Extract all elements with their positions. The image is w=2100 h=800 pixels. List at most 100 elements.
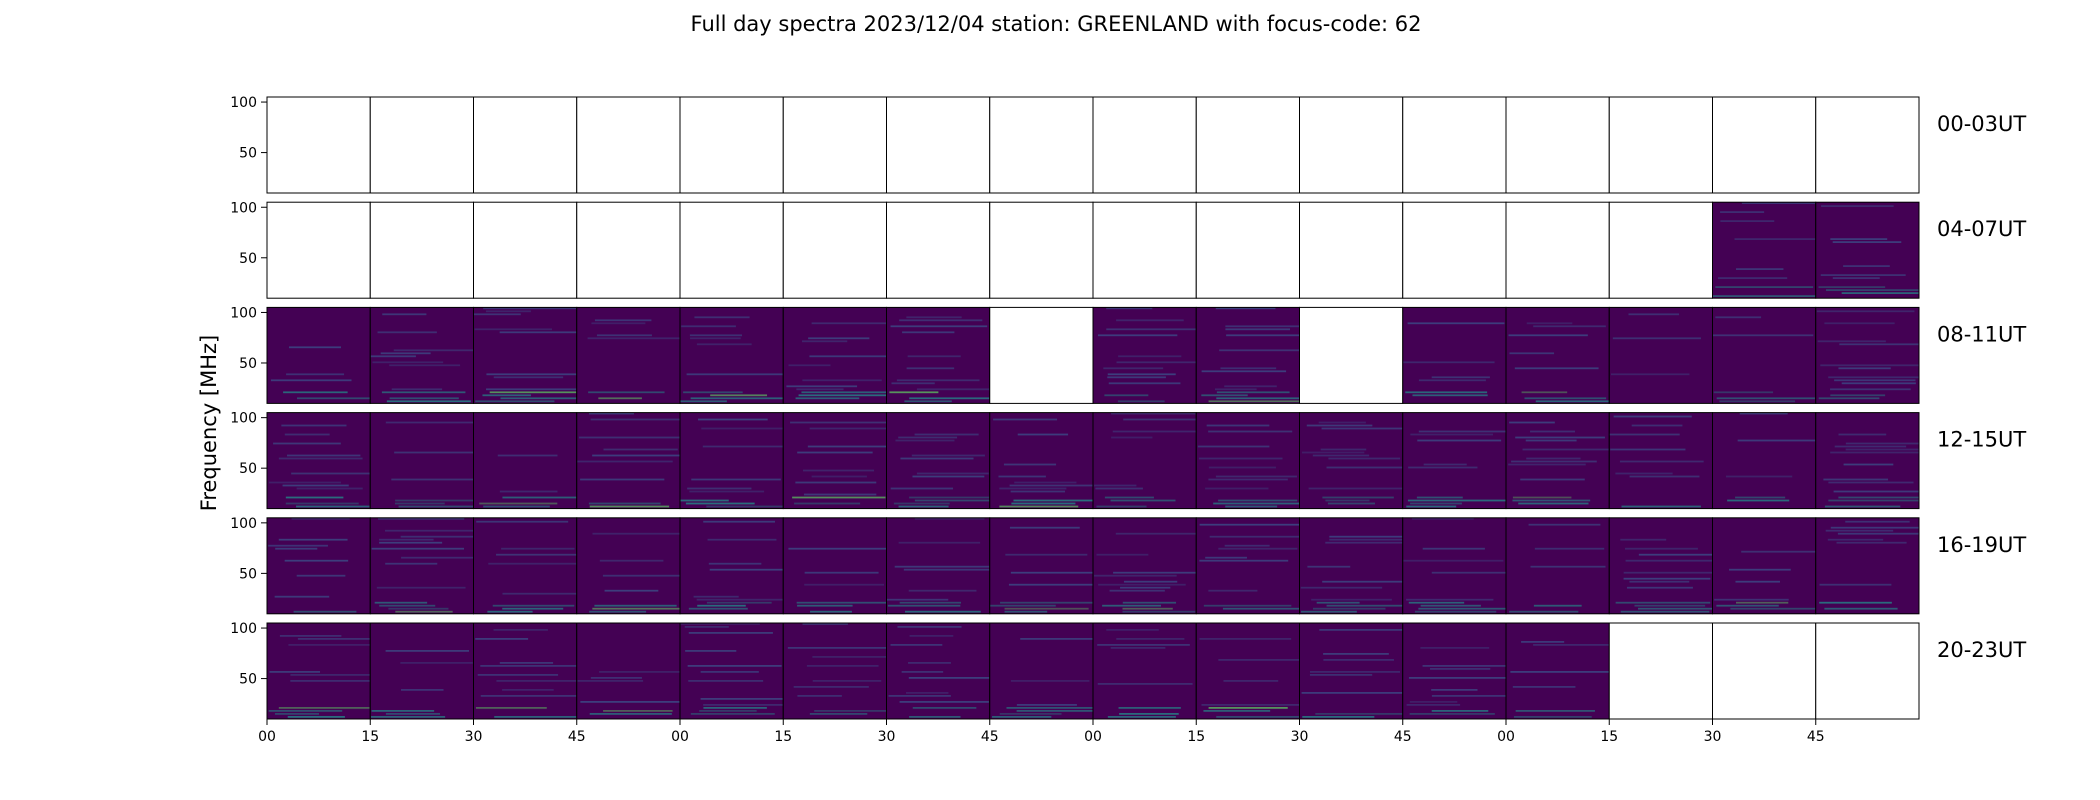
panel-background [1402,97,1506,193]
panel-background [1815,307,1919,404]
spectra-panel [1092,412,1197,510]
panel-frame [1815,201,1920,299]
panel-background [1196,623,1300,719]
spectra-panel [1092,622,1197,720]
spectrogram-texture [788,547,887,613]
spectra-panel [473,412,578,510]
panel-background [1093,202,1197,299]
panel-background [576,517,680,614]
panel-background [1506,307,1610,404]
panel-background [1402,202,1506,299]
panel-background [680,202,784,299]
panel-background [576,97,680,193]
spectrogram-texture [1508,421,1610,505]
panel-background [267,517,371,614]
x-tick-label: 00 [1084,729,1102,745]
panel-background [680,97,784,193]
y-tick-label: 100 [230,621,257,637]
spectra-panel [782,517,887,615]
panel-background [1402,623,1506,719]
spectrogram-texture [790,421,887,505]
spectra-panel [1712,201,1817,299]
panel-frame [1815,306,1920,404]
spectra-panel [1195,306,1300,404]
panel-background [1093,412,1197,509]
panel-background [473,623,577,719]
spectra-panel [1299,412,1404,510]
spectra-panel [1815,306,1920,404]
spectra-panel [369,517,474,615]
spectrogram-texture [889,316,990,403]
panel-background [1196,517,1300,614]
panel-background [886,307,990,404]
spectrogram-texture [1609,415,1704,508]
spectra-panel [1299,306,1404,404]
spectra-panel [1608,622,1713,720]
spectrogram-texture [886,517,990,613]
spectra-panel [1299,517,1404,615]
panel-background [267,412,371,509]
x-tick-label: 00 [671,729,689,745]
spectra-panel [679,517,784,615]
panel-background [1815,623,1919,719]
spectra-row: 50 100 12-15UT [230,411,2026,510]
spectrogram-texture [1403,322,1505,397]
spectra-panel [679,622,784,720]
spectrogram-texture [1097,629,1193,718]
spectra-panel [1505,96,1610,194]
x-tick-label: 30 [465,729,483,745]
spectrogram-texture [577,412,680,508]
panel-background [1712,517,1816,614]
panel-background [1815,517,1919,614]
spectra-panel [782,201,887,299]
panel-background [1299,623,1403,719]
panel-background [1609,202,1713,299]
panel-background [989,412,1093,509]
spectrogram-texture [1197,424,1300,508]
spectrogram-texture [1615,538,1713,613]
spectrogram-texture [1714,550,1816,610]
spectrogram-texture [589,532,680,613]
spectra-panel [576,201,681,299]
spectra-panel [576,517,681,615]
spectrogram-texture [989,526,1093,613]
panel-background [1609,412,1713,509]
spectra-panel [1712,306,1817,404]
spectra-panel [1402,96,1507,194]
spectrogram-texture [890,433,990,508]
panel-background [1093,623,1197,719]
panel-background [1815,97,1919,193]
row-ut-label: 08-11UT [1937,322,2026,346]
x-tick-label: 15 [1187,729,1205,745]
spectra-panel [1092,517,1197,615]
spectrogram-texture [1712,202,1816,297]
spectrogram-texture [476,520,577,613]
panel-background [576,202,680,299]
spectrogram-texture [268,635,371,718]
x-tick-label: 45 [981,729,999,745]
row-ut-label: 12-15UT [1937,428,2026,452]
panel-background [1815,412,1919,509]
panel-background [267,97,371,193]
panel-background [1093,517,1197,614]
panel-background [989,202,1093,299]
spectra-panel [1195,201,1300,299]
x-tick-label: 15 [361,729,379,745]
spectra-panel [1608,96,1713,194]
spectra-panel [473,622,578,720]
spectra-panel [1608,517,1713,615]
spectrogram-texture [1725,412,1816,502]
spectra-panel [886,201,991,299]
spectra-panel [1195,517,1300,615]
panel-background [783,202,887,299]
spectra-panel [1505,622,1610,720]
spectrogram-texture [1818,205,1919,294]
spectra-panel [782,622,887,720]
spectra-panel [1712,622,1817,720]
panel-background [1402,517,1506,614]
spectra-panel [886,412,991,510]
x-tick-label: 45 [568,729,586,745]
panel-background [1506,97,1610,193]
y-tick-label: 100 [230,95,257,111]
spectrogram-texture [1406,430,1506,508]
